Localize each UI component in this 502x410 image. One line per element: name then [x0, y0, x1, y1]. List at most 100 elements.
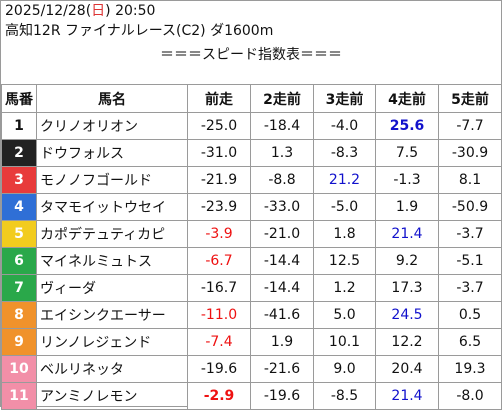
horse-name-cell: クリノオリオン — [36, 112, 188, 140]
horse-name-cell: モノノフゴールド — [36, 166, 188, 194]
speed-index-cell: -1.3 — [375, 166, 439, 194]
table-header-row: 馬番 馬名 前走 2走前 3走前 4走前 5走前 — [1, 84, 502, 113]
post-number-cell: 3 — [1, 166, 37, 194]
horse-name-cell: マイネルミュトス — [36, 247, 188, 275]
speed-index-cell: -3.7 — [438, 220, 502, 248]
col-header-4-races-ago: 4走前 — [375, 84, 439, 113]
speed-index-cell: -25.0 — [187, 112, 251, 140]
speed-index-cell: -18.4 — [250, 112, 314, 140]
speed-index-cell: -7.4 — [187, 328, 251, 356]
race-header: 2025/12/28(日) 20:50 高知12R ファイナルレース(C2) ダ… — [1, 1, 501, 41]
speed-index-cell: -4.0 — [313, 112, 376, 140]
speed-index-cell: 24.5 — [375, 301, 439, 329]
speed-index-cell: -14.4 — [250, 247, 314, 275]
speed-index-cell: -21.6 — [250, 355, 314, 383]
speed-index-cell: -5.0 — [313, 193, 376, 221]
speed-index-cell: -8.0 — [438, 382, 502, 410]
post-number-cell: 1 — [1, 112, 37, 140]
col-header-number: 馬番 — [1, 84, 37, 113]
speed-index-cell: 7.5 — [375, 139, 439, 167]
table-row: 10 ベルリネッタ -19.6 -21.6 9.0 20.4 19.3 — [1, 355, 502, 383]
speed-index-cell: 9.2 — [375, 247, 439, 275]
speed-index-cell: -3.9 — [187, 220, 251, 248]
speed-index-cell: -3.7 — [438, 274, 502, 302]
speed-index-cell: -2.9 — [187, 382, 251, 410]
post-number-cell: 5 — [1, 220, 37, 248]
table-row: 8 エイシンクエーサー -11.0 -41.6 5.0 24.5 0.5 — [1, 301, 502, 329]
speed-index-cell: 25.6 — [375, 112, 439, 140]
table-row: 6 マイネルミュトス -6.7 -14.4 12.5 9.2 -5.1 — [1, 247, 502, 275]
speed-index-cell: 10.1 — [313, 328, 376, 356]
speed-index-cell: -14.4 — [250, 274, 314, 302]
speed-index-cell: 1.8 — [313, 220, 376, 248]
table-row: 7 ヴィーダ -16.7 -14.4 1.2 17.3 -3.7 — [1, 274, 502, 302]
table-row: 11 アンミノレモン -2.9 -19.6 -8.5 21.4 -8.0 — [1, 382, 502, 410]
table-row: 4 タマモイットウセイ -23.9 -33.0 -5.0 1.9 -50.9 — [1, 193, 502, 221]
horse-name-cell: カポデテュティカピ — [36, 220, 188, 248]
speed-index-cell: -33.0 — [250, 193, 314, 221]
horse-name-cell: アンミノレモン — [36, 382, 188, 410]
speed-index-table: 馬番 馬名 前走 2走前 3走前 4走前 5走前 1 クリノオリオン -25.0 -1… — [1, 84, 502, 410]
post-number-cell: 6 — [1, 247, 37, 275]
speed-index-cell: 5.0 — [313, 301, 376, 329]
table-row: 9 リンノレジェンド -7.4 1.9 10.1 12.2 6.5 — [1, 328, 502, 356]
speed-index-cell: -21.0 — [250, 220, 314, 248]
table-caption: ＝＝＝スピード指数表＝＝＝ — [160, 47, 342, 63]
speed-index-cell: -8.3 — [313, 139, 376, 167]
speed-index-cell: -31.0 — [187, 139, 251, 167]
speed-index-cell: 9.0 — [313, 355, 376, 383]
speed-index-cell: 8.1 — [438, 166, 502, 194]
speed-index-cell: 1.9 — [250, 328, 314, 356]
speed-index-cell: 21.4 — [375, 220, 439, 248]
speed-index-cell: 1.9 — [375, 193, 439, 221]
speed-index-cell: -5.1 — [438, 247, 502, 275]
speed-index-cell: -19.6 — [250, 382, 314, 410]
speed-index-cell: 12.2 — [375, 328, 439, 356]
horse-name-cell: ベルリネッタ — [36, 355, 188, 383]
col-header-5-races-ago: 5走前 — [438, 84, 502, 113]
col-header-2-races-ago: 2走前 — [250, 84, 314, 113]
post-number-cell: 8 — [1, 301, 37, 329]
horse-name-cell: ドウフォルス — [36, 139, 188, 167]
speed-index-cell: -11.0 — [187, 301, 251, 329]
speed-index-cell: 12.5 — [313, 247, 376, 275]
speed-index-cell: -16.7 — [187, 274, 251, 302]
post-number-cell: 7 — [1, 274, 37, 302]
speed-index-cell: -50.9 — [438, 193, 502, 221]
post-number-cell: 11 — [1, 382, 37, 410]
col-header-horse-name: 馬名 — [36, 84, 188, 113]
race-time: 20:50 — [115, 3, 156, 19]
speed-index-cell: 21.4 — [375, 382, 439, 410]
speed-index-cell: 1.3 — [250, 139, 314, 167]
speed-index-cell: -7.7 — [438, 112, 502, 140]
horse-name-cell: エイシンクエーサー — [36, 301, 188, 329]
race-datetime: 2025/12/28(日) 20:50 — [5, 3, 156, 19]
post-number-cell: 2 — [1, 139, 37, 167]
col-header-3-races-ago: 3走前 — [313, 84, 376, 113]
speed-index-cell: 6.5 — [438, 328, 502, 356]
speed-index-cell: 20.4 — [375, 355, 439, 383]
race-day-of-week: 日 — [91, 3, 106, 19]
table-row: 2 ドウフォルス -31.0 1.3 -8.3 7.5 -30.9 — [1, 139, 502, 167]
race-date: 2025/12/28 — [5, 3, 86, 19]
speed-index-cell: 1.2 — [313, 274, 376, 302]
race-title: 高知12R ファイナルレース(C2) ダ1600m — [5, 23, 274, 39]
col-header-last-race: 前走 — [187, 84, 251, 113]
speed-index-cell: -30.9 — [438, 139, 502, 167]
post-number-cell: 4 — [1, 193, 37, 221]
speed-index-cell: -6.7 — [187, 247, 251, 275]
horse-name-cell: タマモイットウセイ — [36, 193, 188, 221]
table-row: 5 カポデテュティカピ -3.9 -21.0 1.8 21.4 -3.7 — [1, 220, 502, 248]
post-number-cell: 10 — [1, 355, 37, 383]
speed-index-cell: 21.2 — [313, 166, 376, 194]
post-number-cell: 9 — [1, 328, 37, 356]
speed-index-cell: -8.8 — [250, 166, 314, 194]
speed-index-cell: -8.5 — [313, 382, 376, 410]
speed-index-cell: 17.3 — [375, 274, 439, 302]
horse-name-cell: リンノレジェンド — [36, 328, 188, 356]
speed-index-cell: -41.6 — [250, 301, 314, 329]
speed-index-cell: -21.9 — [187, 166, 251, 194]
speed-index-cell: 0.5 — [438, 301, 502, 329]
speed-index-cell: 19.3 — [438, 355, 502, 383]
